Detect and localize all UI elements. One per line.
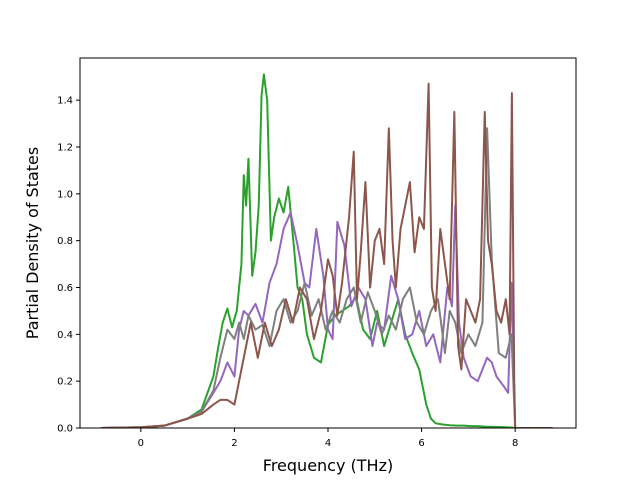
x-tick-label: 2 (231, 438, 237, 449)
y-tick-label: 1.0 (57, 189, 73, 200)
series-layer (101, 73, 553, 428)
series-line-1 (101, 73, 553, 428)
x-tick-label: 0 (138, 438, 144, 449)
series-line-4 (101, 82, 553, 428)
series-line-3 (101, 127, 553, 428)
y-axis-label: Partial Density of States (23, 147, 42, 339)
y-tick-label: 0.6 (57, 283, 73, 294)
y-tick-label: 1.4 (57, 96, 73, 107)
x-axis-ticks: 0 2 4 6 8 (138, 428, 518, 449)
x-axis-label: Frequency (THz) (263, 456, 393, 475)
y-tick-label: 0.2 (57, 377, 73, 388)
y-axis-ticks: 0.0 0.2 0.4 0.6 0.8 1.0 1.2 1.4 (57, 96, 80, 435)
y-tick-label: 0.0 (57, 424, 73, 435)
y-tick-label: 0.8 (57, 236, 73, 247)
x-tick-label: 6 (418, 438, 424, 449)
x-tick-label: 4 (325, 438, 331, 449)
x-tick-label: 8 (512, 438, 518, 449)
y-tick-label: 0.4 (57, 330, 73, 341)
y-tick-label: 1.2 (57, 142, 73, 153)
